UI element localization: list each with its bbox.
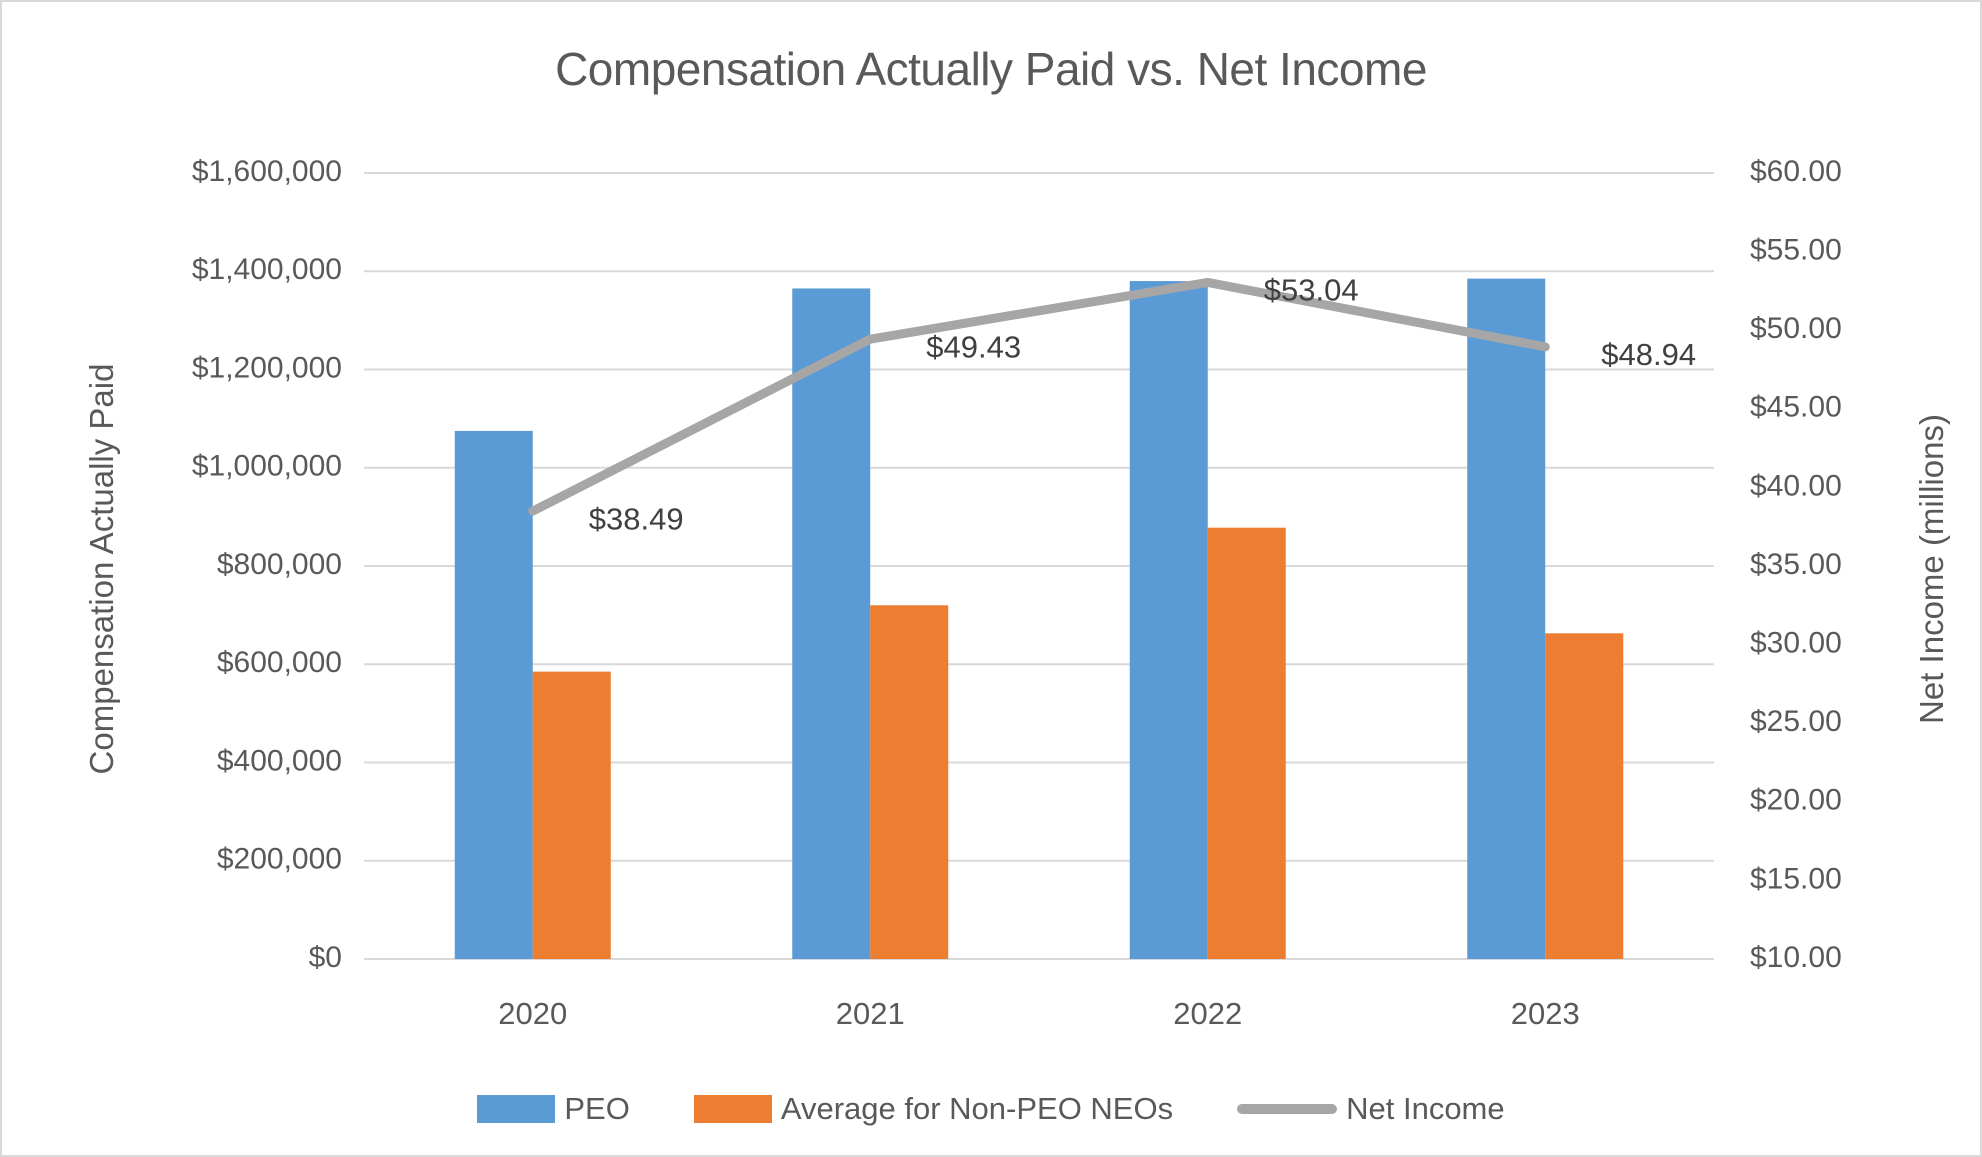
right-axis-tick-label: $55.00 bbox=[1750, 234, 1842, 267]
right-axis-tick-label: $35.00 bbox=[1750, 548, 1842, 581]
bar-peo-2023 bbox=[1467, 278, 1546, 959]
line-data-label: $38.49 bbox=[589, 501, 684, 536]
line-data-label: $48.94 bbox=[1601, 337, 1696, 372]
x-axis-tick-label: 2020 bbox=[498, 996, 567, 1031]
legend-item-2: Net Income bbox=[1237, 1091, 1505, 1127]
x-axis-tick-label: 2023 bbox=[1511, 996, 1580, 1031]
bar-peo-2022 bbox=[1129, 281, 1208, 959]
legend-label-1: Average for Non-PEO NEOs bbox=[780, 1091, 1174, 1126]
left-axis-title: Compensation Actually Paid bbox=[83, 363, 120, 775]
net-income-line bbox=[528, 277, 1550, 516]
x-axis-tick-label: 2022 bbox=[1173, 996, 1242, 1031]
bar-peo-2021 bbox=[792, 288, 871, 960]
right-axis-tick-label: $25.00 bbox=[1750, 705, 1842, 738]
bar-peo-2020 bbox=[454, 430, 533, 959]
right-axis-tick-label: $20.00 bbox=[1750, 784, 1842, 817]
left-axis-tick-label: $1,400,000 bbox=[192, 253, 342, 286]
legend-item-0: PEO bbox=[477, 1091, 630, 1127]
line-data-label: $53.04 bbox=[1264, 273, 1359, 308]
left-axis-tick-label: $1,000,000 bbox=[192, 450, 342, 483]
left-axis-tick-label: $200,000 bbox=[217, 843, 342, 876]
legend-item-1: Average for Non-PEO NEOs bbox=[693, 1091, 1174, 1127]
legend-label-2: Net Income bbox=[1346, 1091, 1505, 1126]
bar-non-peo-2023 bbox=[1545, 633, 1624, 959]
right-axis-tick-label: $30.00 bbox=[1750, 627, 1842, 660]
legend-swatch-bar-1 bbox=[693, 1095, 772, 1123]
chart-legend: PEO Average for Non-PEO NEOs Net Income bbox=[2, 1091, 1980, 1127]
x-axis-tick-label: 2021 bbox=[836, 996, 905, 1031]
left-axis-tick-label: $600,000 bbox=[217, 646, 342, 679]
legend-swatch-line-2 bbox=[1237, 1104, 1338, 1114]
right-axis-tick-label: $60.00 bbox=[1750, 155, 1842, 188]
right-axis-title: Net Income (millions) bbox=[1913, 414, 1950, 724]
right-axis-tick-label: $40.00 bbox=[1750, 469, 1842, 502]
right-axis-tick-label: $15.00 bbox=[1750, 862, 1842, 895]
right-axis-tick-label: $45.00 bbox=[1750, 391, 1842, 424]
bar-non-peo-2022 bbox=[1207, 527, 1286, 959]
bar-non-peo-2020 bbox=[532, 671, 611, 959]
line-data-label: $49.43 bbox=[926, 329, 1021, 364]
legend-label-0: PEO bbox=[564, 1091, 630, 1126]
right-axis-tick-label: $50.00 bbox=[1750, 312, 1842, 345]
left-axis-tick-label: $0 bbox=[309, 941, 342, 974]
bar-non-peo-2021 bbox=[870, 605, 949, 959]
legend-swatch-bar-0 bbox=[477, 1095, 556, 1123]
left-axis-tick-label: $800,000 bbox=[217, 548, 342, 581]
left-axis-tick-label: $400,000 bbox=[217, 744, 342, 777]
right-axis-tick-label: $10.00 bbox=[1750, 941, 1842, 974]
left-axis-tick-label: $1,600,000 bbox=[192, 155, 342, 188]
left-axis-tick-label: $1,200,000 bbox=[192, 351, 342, 384]
chart-title: Compensation Actually Paid vs. Net Incom… bbox=[555, 43, 1427, 95]
